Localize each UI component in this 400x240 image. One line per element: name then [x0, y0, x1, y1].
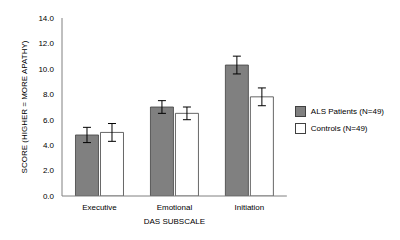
svg-text:12.0: 12.0 [38, 39, 54, 48]
svg-text:2.0: 2.0 [43, 166, 55, 175]
svg-text:SCORE (HIGHER = MORE APATHY): SCORE (HIGHER = MORE APATHY) [20, 40, 29, 173]
svg-text:6.0: 6.0 [43, 116, 55, 125]
html-text:Controls (N=49): Controls (N=49) [310, 124, 368, 133]
svg-text:0.0: 0.0 [43, 192, 55, 201]
svg-text:Emotional: Emotional [157, 203, 193, 212]
svg-text:DAS SUBSCALE: DAS SUBSCALE [144, 217, 205, 226]
svg-text:14.0: 14.0 [38, 14, 54, 23]
svg-text:4.0: 4.0 [43, 141, 55, 150]
html-text:ALS Patients (N=49): ALS Patients (N=49) [310, 107, 384, 116]
svg-text:10.0: 10.0 [38, 65, 54, 74]
svg-text:Initiation: Initiation [234, 203, 264, 212]
svg-text:8.0: 8.0 [43, 90, 55, 99]
svg-text:Executive: Executive [82, 203, 117, 212]
